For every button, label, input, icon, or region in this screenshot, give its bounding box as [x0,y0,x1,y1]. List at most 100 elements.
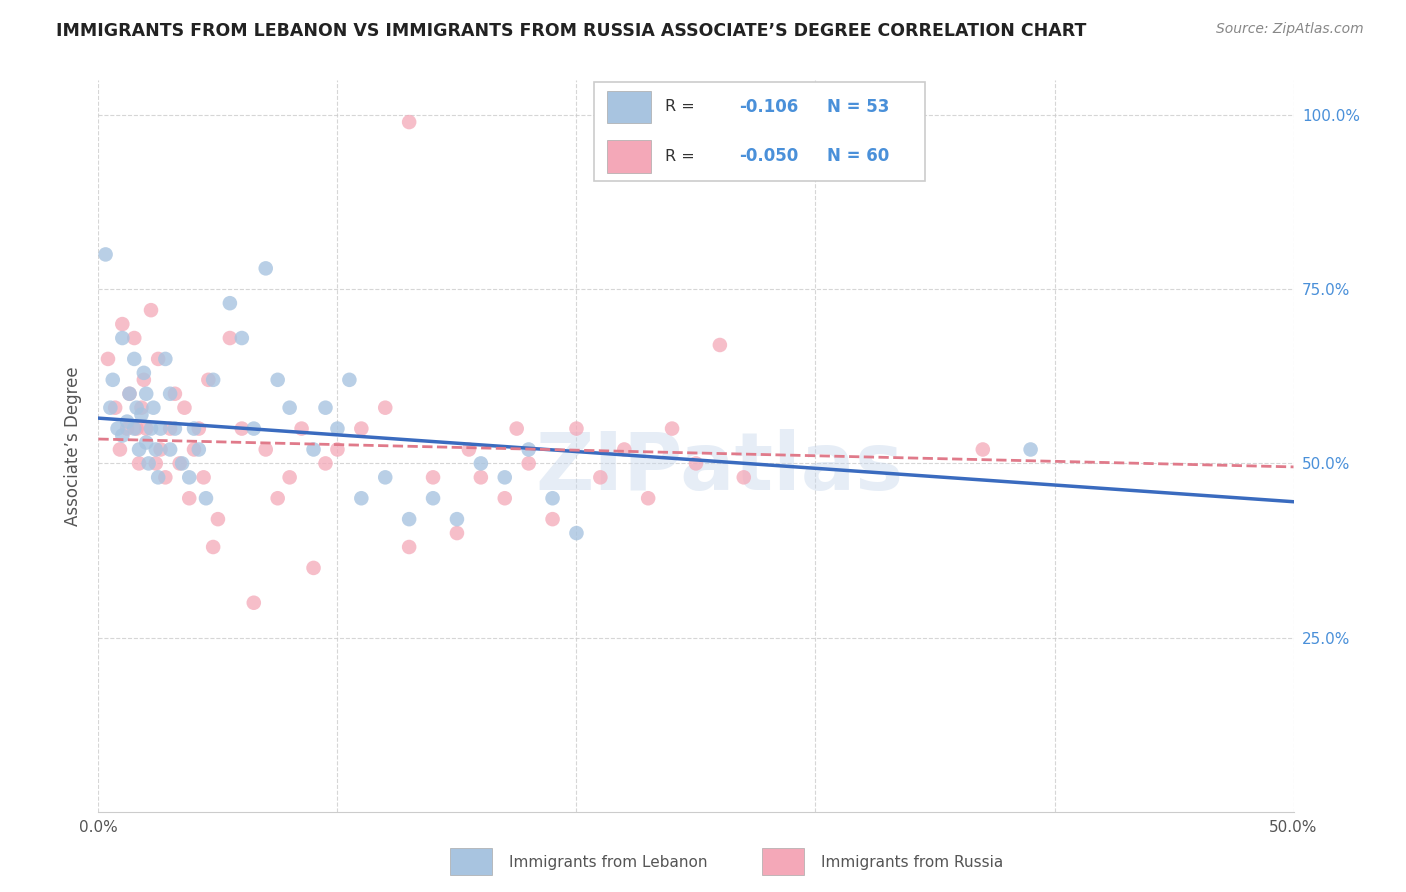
Text: IMMIGRANTS FROM LEBANON VS IMMIGRANTS FROM RUSSIA ASSOCIATE’S DEGREE CORRELATION: IMMIGRANTS FROM LEBANON VS IMMIGRANTS FR… [56,22,1087,40]
Point [231,421,253,435]
FancyBboxPatch shape [593,82,925,181]
Point [733,470,755,484]
Bar [762,848,804,875]
Point [291,421,314,435]
Point [104,401,127,415]
Point [163,386,186,401]
Y-axis label: Associate’s Degree: Associate’s Degree [65,367,83,525]
Point [149,421,172,435]
Point [142,401,165,415]
Point [183,442,205,457]
Point [972,442,994,457]
Point [132,373,155,387]
Point [398,115,420,129]
Text: N = 60: N = 60 [827,147,889,165]
Point [97,351,120,366]
Point [661,421,683,435]
Point [326,421,349,435]
Point [111,317,134,331]
Point [350,421,373,435]
Point [159,421,181,435]
Point [202,373,225,387]
Point [589,470,612,484]
Point [124,421,146,435]
Point [163,421,186,435]
Text: R =: R = [665,149,695,164]
Point [267,491,290,506]
Point [267,373,290,387]
Point [107,421,129,435]
Point [709,338,731,352]
Point [111,428,134,442]
Point [219,296,242,310]
Point [125,421,148,435]
Point [231,331,253,345]
Text: N = 53: N = 53 [827,98,889,116]
Point [254,261,277,276]
Point [541,491,564,506]
Point [173,401,195,415]
Point [159,442,181,457]
Point [193,470,215,484]
Point [422,491,444,506]
Point [149,442,172,457]
Point [179,470,201,484]
Point [302,442,325,457]
Point [254,442,277,457]
Point [1019,442,1042,457]
Point [398,540,420,554]
Point [135,421,157,435]
Point [219,331,242,345]
Point [135,386,157,401]
Point [124,331,146,345]
Point [326,442,349,457]
Point [446,526,468,541]
Point [115,415,138,429]
Text: ZIPatlas: ZIPatlas [536,429,904,507]
Point [494,491,516,506]
Point [565,526,588,541]
Point [111,331,134,345]
Point [131,408,153,422]
Point [315,457,337,471]
Point [172,457,194,471]
Point [115,421,138,435]
Point [613,442,636,457]
Point [145,442,167,457]
Point [169,457,191,471]
Point [155,470,177,484]
Point [132,366,155,380]
Point [94,247,117,261]
Point [350,491,373,506]
Point [139,303,162,318]
Point [179,491,201,506]
Text: Immigrants from Lebanon: Immigrants from Lebanon [509,855,707,870]
Point [315,401,337,415]
Point [124,351,146,366]
Point [458,442,481,457]
Point [243,596,266,610]
Point [207,512,229,526]
Point [470,457,492,471]
Point [517,442,540,457]
Point [118,386,141,401]
Point [470,470,492,484]
Text: Source: ZipAtlas.com: Source: ZipAtlas.com [1216,22,1364,37]
Point [108,442,131,457]
Point [374,470,396,484]
Point [118,386,141,401]
Point [302,561,325,575]
Bar [607,140,651,173]
Point [145,457,167,471]
Text: -0.050: -0.050 [740,147,799,165]
Point [506,421,529,435]
Point [494,470,516,484]
Point [243,421,266,435]
Point [685,457,707,471]
Point [278,401,301,415]
Point [125,401,148,415]
Point [135,435,157,450]
Point [155,351,177,366]
Bar [607,91,651,123]
Text: Immigrants from Russia: Immigrants from Russia [821,855,1004,870]
